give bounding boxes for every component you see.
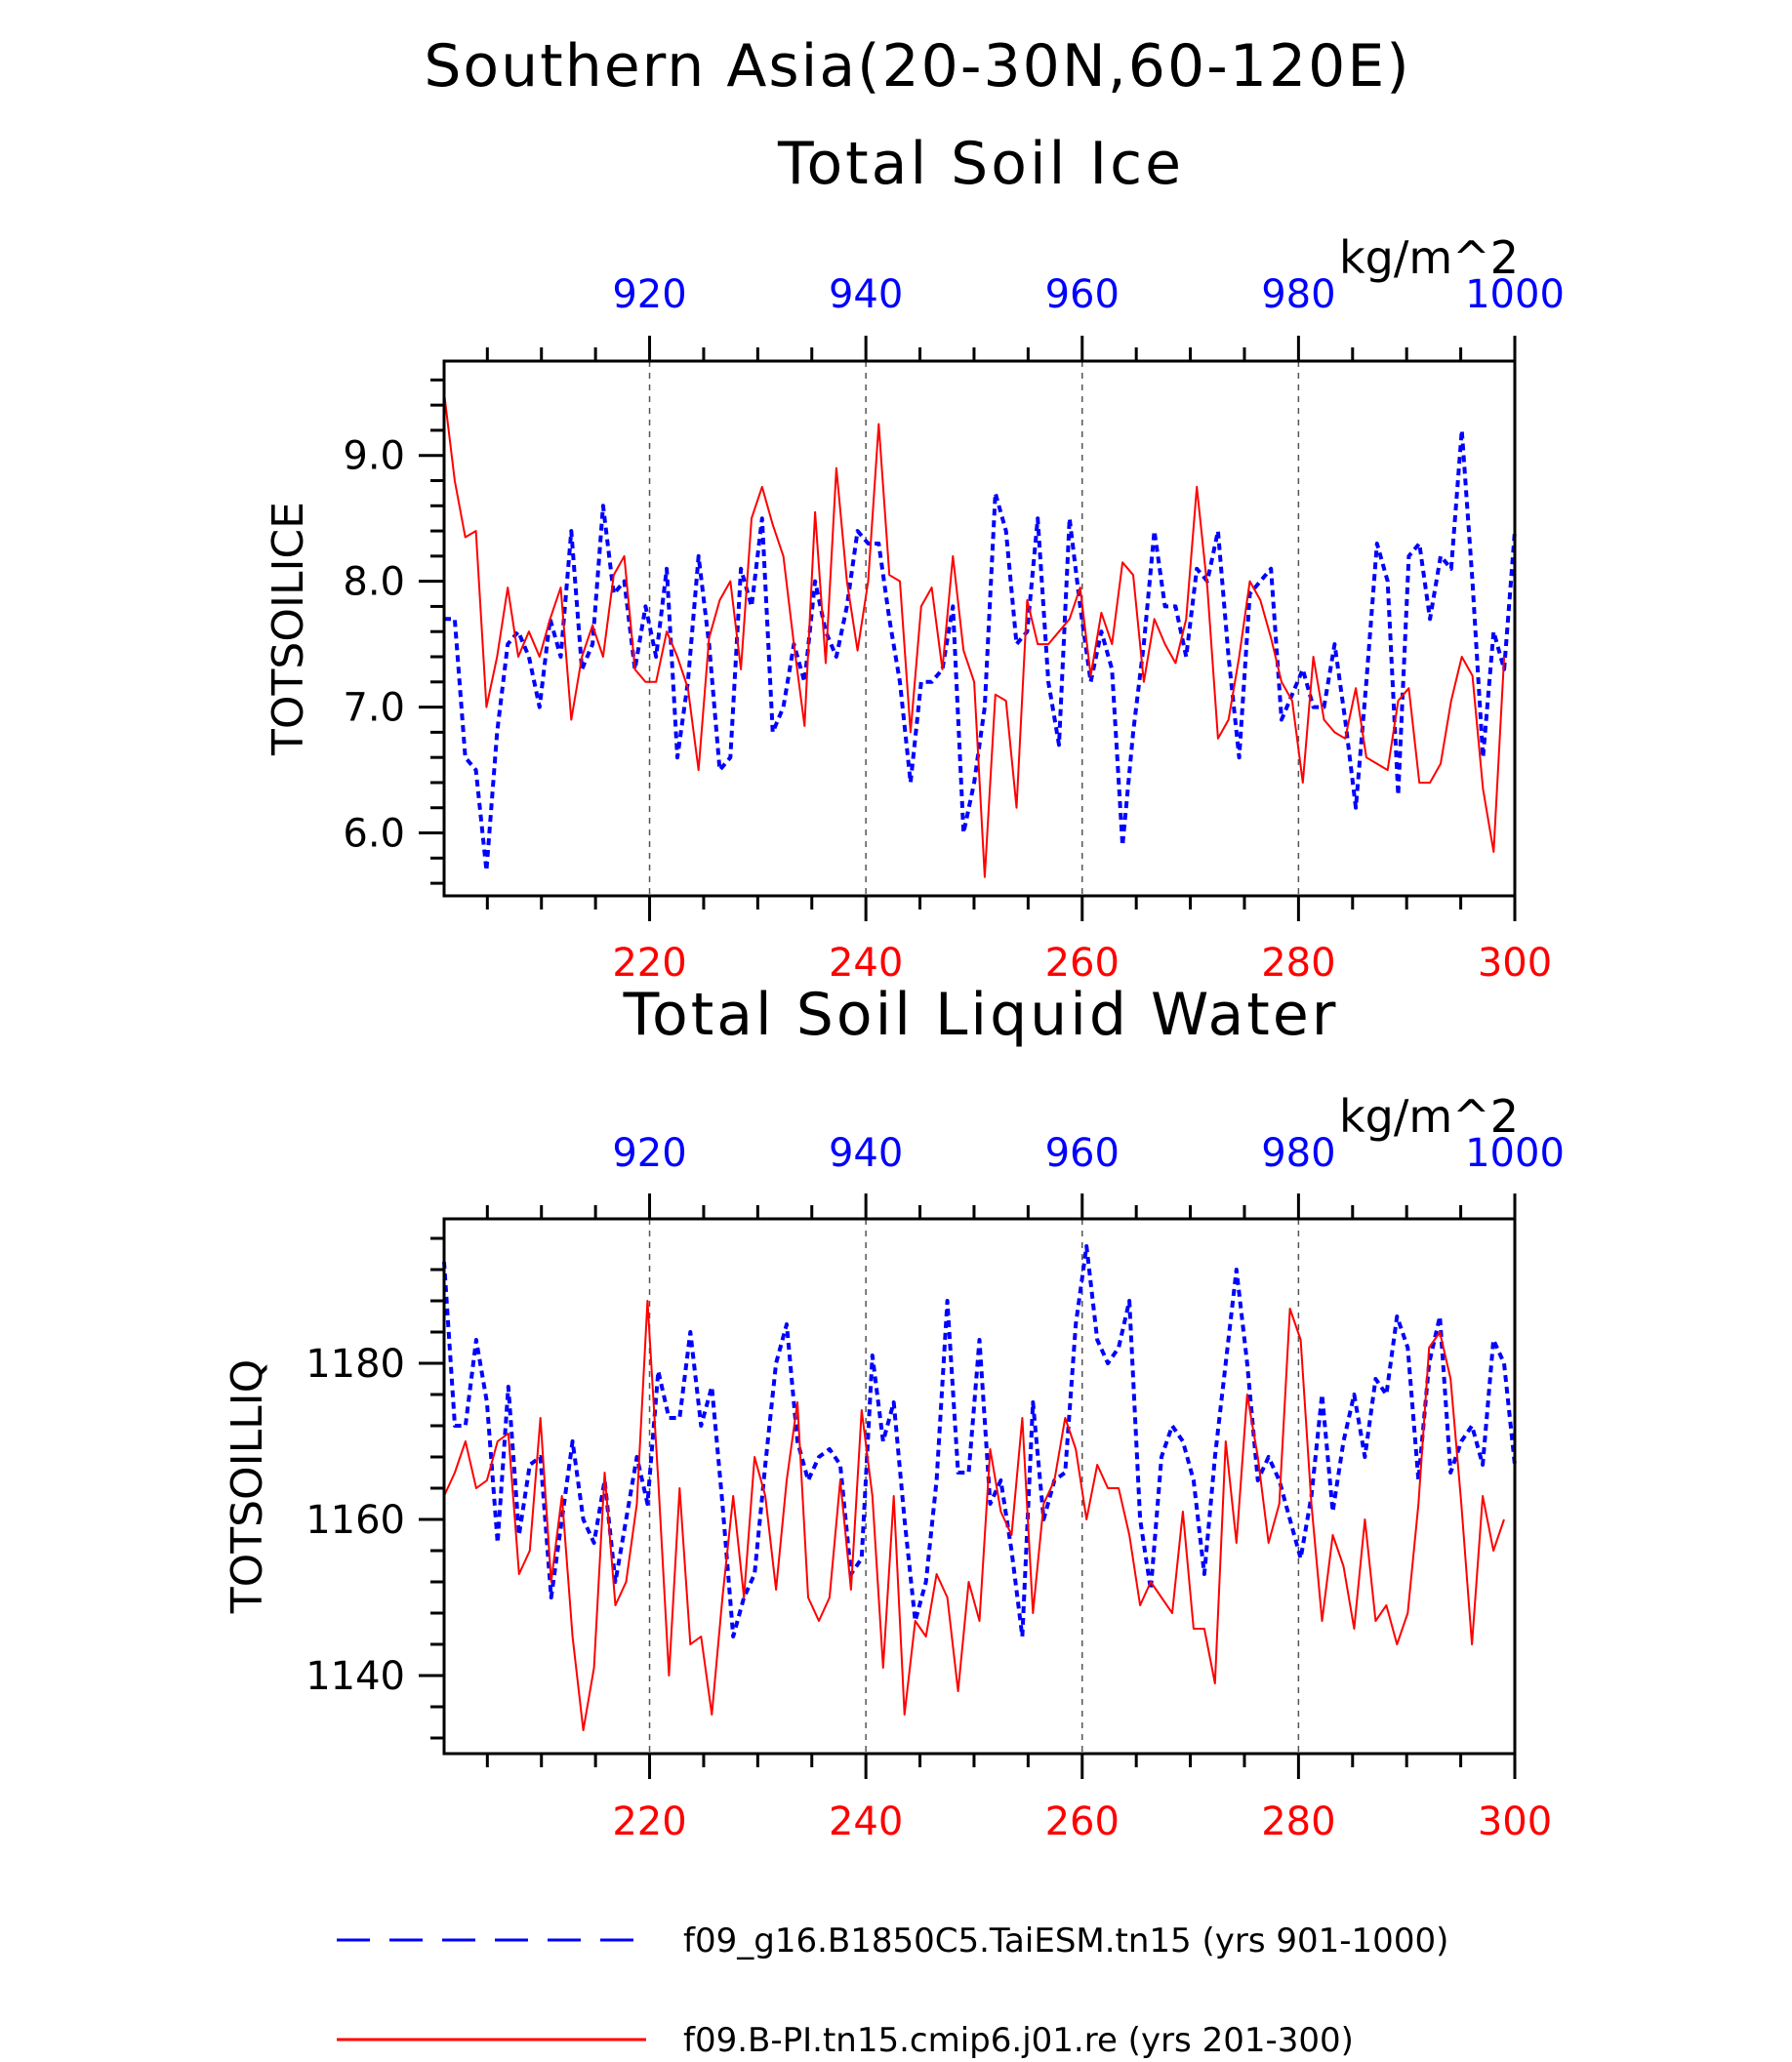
x-tick-label-bottom: 280 [1261,941,1335,986]
panel-title: Total Soil Ice [777,130,1184,198]
x-tick-label-top: 940 [829,272,903,317]
panel-title: Total Soil Liquid Water [623,981,1339,1049]
figure-title: Southern Asia(20-30N,60-120E) [424,32,1410,101]
x-tick-label-bottom: 260 [1045,1799,1120,1844]
legend: f09_g16.B1850C5.TaiESM.tn15 (yrs 901-100… [337,1921,1448,2060]
series-line-red [443,1300,1505,1731]
plot-frame [442,359,1517,898]
y-tick-label: 8.0 [343,560,405,605]
units-label: kg/m^2 [1339,231,1519,284]
x-tick-label-top: 980 [1261,272,1335,317]
plot-frame [442,1217,1517,1756]
x-tick-label-top: 920 [612,1131,686,1176]
x-tick-label-top: 960 [1045,1131,1120,1176]
x-tick-label-bottom: 300 [1478,1799,1552,1844]
x-tick-label-top: 1000 [1465,272,1565,317]
x-tick-label-bottom: 260 [1045,941,1120,986]
x-tick-label-bottom: 220 [612,1799,686,1844]
y-tick-label: 1140 [305,1654,405,1699]
x-tick-label-top: 940 [829,1131,903,1176]
y-tick-label: 6.0 [343,812,405,857]
x-tick-label-bottom: 240 [829,941,903,986]
series-line-blue [444,427,1517,873]
panel-1: Total Soil Ice kg/m^2 TOTSOILICE 220 240 260 2… [264,130,1565,986]
x-tick-label-top: 1000 [1465,1131,1565,1176]
x-tick-label-bottom: 300 [1478,941,1552,986]
x-tick-label-top: 920 [612,272,686,317]
x-tick-label-bottom: 220 [612,941,686,986]
x-tick-label-top: 960 [1045,272,1120,317]
y-axis-label: TOTSOILICE [264,502,313,756]
y-tick-label: 1160 [305,1498,405,1543]
y-tick-label: 7.0 [343,686,405,731]
panels: Total Soil Ice kg/m^2 TOTSOILICE 220 240 260 2… [223,130,1565,1844]
x-tick-label-bottom: 280 [1261,1799,1335,1844]
y-axis-label: TOTSOILLIQ [223,1359,272,1615]
legend-label-blue: f09_g16.B1850C5.TaiESM.tn15 (yrs 901-100… [683,1921,1448,1961]
legend-label-red: f09.B-PI.tn15.cmip6.j01.re (yrs 201-300) [683,2021,1354,2060]
y-tick-label: 1180 [305,1342,405,1387]
series-line-red [443,392,1506,878]
series-line-blue [442,1244,1517,1638]
units-label: kg/m^2 [1339,1090,1519,1143]
x-tick-label-bottom: 240 [829,1799,903,1844]
y-tick-label: 9.0 [343,434,405,479]
x-tick-label-top: 980 [1261,1131,1335,1176]
